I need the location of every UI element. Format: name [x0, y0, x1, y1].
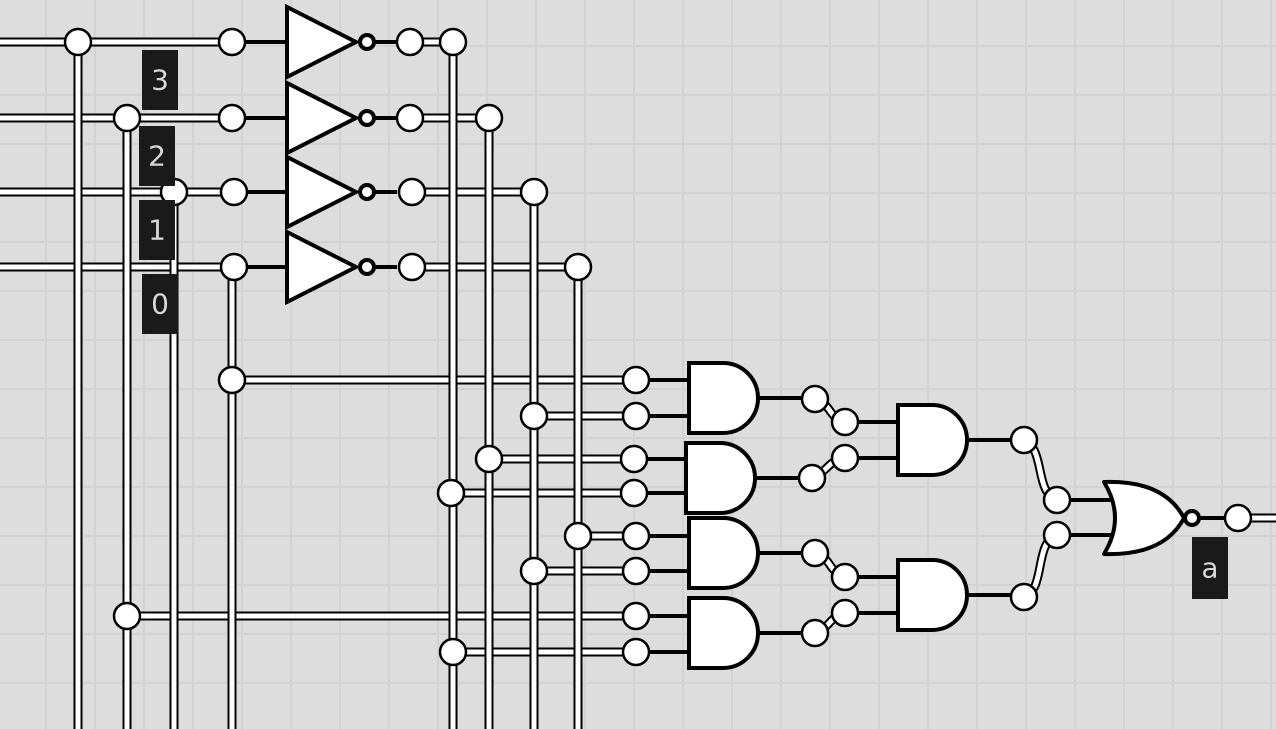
- and-gate-1[interactable]: [687, 361, 760, 435]
- and-gate-3[interactable]: [687, 516, 760, 590]
- not-gate-body: [285, 3, 361, 81]
- connection-pin[interactable]: [619, 444, 649, 474]
- and-gate-body: [896, 403, 969, 477]
- label-bit-1[interactable]: 1: [139, 200, 175, 260]
- not-gate-body: [285, 153, 361, 231]
- not-gate-2[interactable]: [245, 79, 397, 157]
- connection-pin[interactable]: [800, 618, 830, 648]
- label-bit-3[interactable]: 3: [142, 50, 178, 110]
- connection-pin[interactable]: [1223, 503, 1253, 533]
- connection-pin[interactable]: [395, 103, 425, 133]
- and-gate-body: [684, 441, 757, 515]
- connection-pin[interactable]: [563, 252, 593, 282]
- nor-gate-bubble: [1183, 509, 1201, 527]
- and-gate-6[interactable]: [858, 558, 1011, 632]
- label-bit-0[interactable]: 0: [142, 274, 178, 334]
- connection-pin[interactable]: [217, 365, 247, 395]
- connection-pin[interactable]: [217, 103, 247, 133]
- not-gate-bubble: [358, 109, 376, 127]
- connection-pin[interactable]: [397, 252, 427, 282]
- label-bit-1-text: 1: [148, 214, 166, 247]
- connection-pin[interactable]: [217, 27, 247, 57]
- and-gate-body: [896, 558, 969, 632]
- connection-pin[interactable]: [800, 384, 830, 414]
- nor-gate-body: [1102, 479, 1186, 557]
- and-gate-2[interactable]: [684, 441, 757, 515]
- not-gate-body: [285, 79, 361, 157]
- connection-pin[interactable]: [519, 177, 549, 207]
- not-gate-3[interactable]: [245, 3, 397, 81]
- connection-pin[interactable]: [621, 365, 651, 395]
- label-bit-3-text: 3: [151, 64, 169, 97]
- and-gate-body: [687, 516, 760, 590]
- label-bit-2[interactable]: 2: [139, 126, 175, 186]
- connection-pin[interactable]: [63, 27, 93, 57]
- and-gate-4[interactable]: [687, 596, 760, 670]
- nor-gate[interactable]: [1070, 479, 1226, 557]
- and-gate-5[interactable]: [858, 403, 1011, 477]
- connection-pin[interactable]: [1042, 520, 1072, 550]
- connection-pin[interactable]: [519, 556, 549, 586]
- label-bit-0-text: 0: [151, 288, 169, 321]
- not-gate-0[interactable]: [245, 228, 397, 306]
- connection-pin[interactable]: [797, 463, 827, 493]
- connection-pin[interactable]: [621, 521, 651, 551]
- connection-pin[interactable]: [438, 637, 468, 667]
- not-gate-bubble: [358, 258, 376, 276]
- connection-pin[interactable]: [1042, 485, 1072, 515]
- connection-pin[interactable]: [830, 562, 860, 592]
- connection-pin[interactable]: [219, 252, 249, 282]
- label-output-a[interactable]: a: [1192, 537, 1228, 599]
- connection-pin[interactable]: [830, 443, 860, 473]
- and-gate-body: [687, 361, 760, 435]
- label-layer: 3 2 1 0 a: [139, 50, 1228, 599]
- connection-pin[interactable]: [474, 103, 504, 133]
- connection-pin[interactable]: [621, 601, 651, 631]
- connection-pin[interactable]: [1009, 582, 1039, 612]
- connection-pin[interactable]: [519, 401, 549, 431]
- connection-pin[interactable]: [112, 103, 142, 133]
- not-gate-bubble: [358, 33, 376, 51]
- connection-pin[interactable]: [1009, 425, 1039, 455]
- connection-pin[interactable]: [219, 177, 249, 207]
- connection-pin[interactable]: [563, 521, 593, 551]
- connection-pin[interactable]: [621, 401, 651, 431]
- connection-pin[interactable]: [436, 478, 466, 508]
- connection-pin[interactable]: [438, 27, 468, 57]
- connection-pin[interactable]: [112, 601, 142, 631]
- label-output-a-text: a: [1201, 552, 1218, 585]
- connection-pin[interactable]: [619, 478, 649, 508]
- connection-pin[interactable]: [397, 177, 427, 207]
- not-gate-body: [285, 228, 361, 306]
- connection-pin[interactable]: [621, 556, 651, 586]
- not-gate-bubble: [358, 183, 376, 201]
- not-gate-1[interactable]: [245, 153, 397, 231]
- connection-pin[interactable]: [830, 598, 860, 628]
- and-gate-body: [687, 596, 760, 670]
- connection-pin[interactable]: [621, 637, 651, 667]
- gate-layer: [245, 3, 1226, 670]
- connection-pin[interactable]: [474, 444, 504, 474]
- connection-pin[interactable]: [830, 407, 860, 437]
- label-bit-2-text: 2: [148, 140, 166, 173]
- bus-rail-layer: [73, 42, 583, 729]
- connection-pin[interactable]: [800, 538, 830, 568]
- connection-pin[interactable]: [395, 27, 425, 57]
